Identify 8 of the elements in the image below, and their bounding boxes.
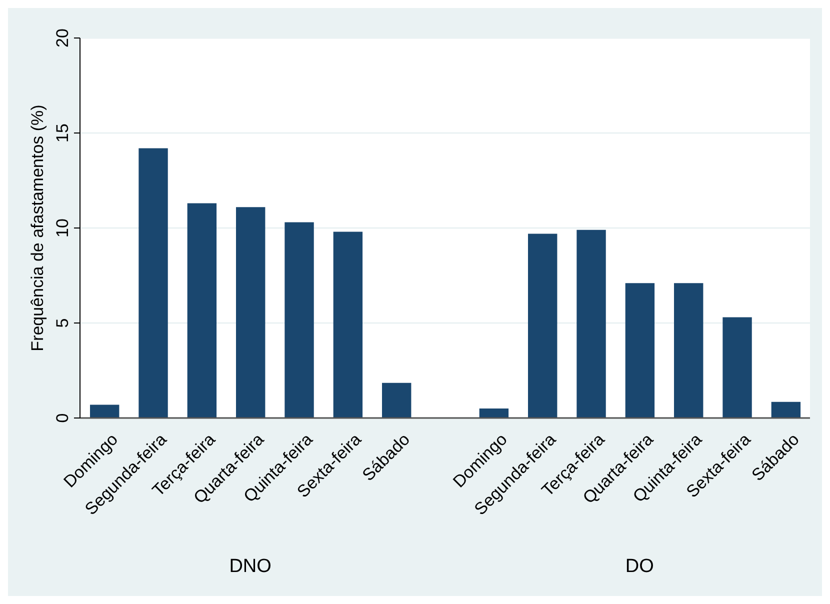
y-tick-label: 20 <box>53 28 72 48</box>
y-tick-label: 10 <box>53 218 72 238</box>
y-axis-title: Frequência de afastamentos (%) <box>28 104 48 352</box>
text: DO <box>624 556 655 578</box>
text: DNO <box>228 556 272 578</box>
y-tick-label: 0 <box>53 413 72 423</box>
y-tick-label: 15 <box>53 124 72 142</box>
y-tick-label: 5 <box>53 318 72 328</box>
